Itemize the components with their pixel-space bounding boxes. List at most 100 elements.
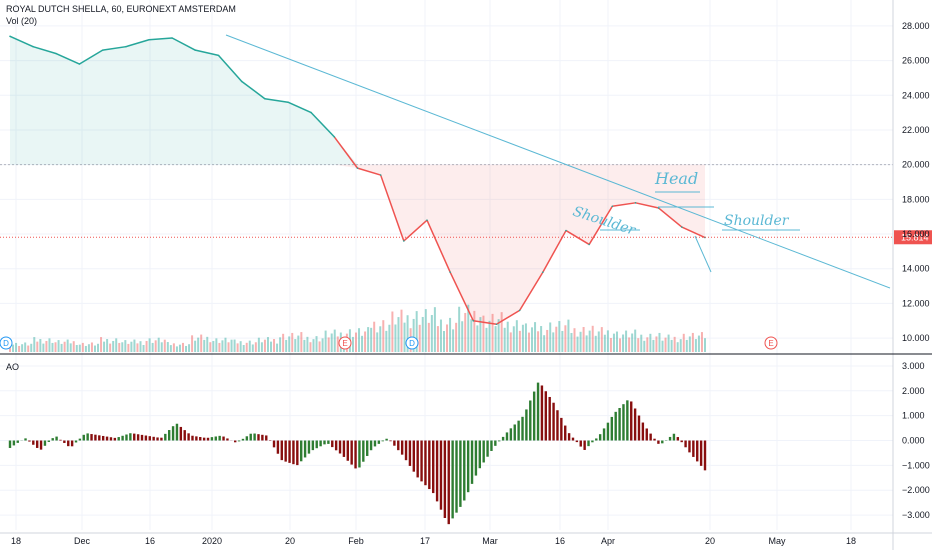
dividend-marker[interactable]: D	[406, 337, 418, 349]
symbol-title: ROYAL DUTCH SHELLA, 60, EURONEXT AMSTERD…	[6, 4, 236, 14]
volume-bar	[519, 331, 521, 352]
volume-bar	[540, 326, 542, 352]
ao-bar	[24, 438, 26, 440]
volume-bar	[270, 342, 272, 352]
volume-bar	[212, 341, 214, 352]
volume-bar	[334, 330, 336, 352]
projection-segment	[695, 236, 711, 272]
volume-bar	[179, 345, 181, 352]
volume-bar	[106, 339, 108, 352]
ao-bar	[366, 441, 368, 456]
volume-bar	[209, 342, 211, 352]
volume-bar	[64, 342, 66, 352]
volume-bar	[625, 331, 627, 352]
price-area-above	[10, 36, 705, 164]
volume-bar	[683, 334, 685, 352]
volume-bar	[319, 341, 321, 352]
ao-bar	[580, 441, 582, 447]
volume-bar	[382, 320, 384, 352]
annotation-right-shoulder: Shoulder	[724, 213, 790, 229]
price-point	[56, 53, 58, 55]
time-tick-label: 2020	[202, 536, 222, 546]
volume-bar	[449, 318, 451, 352]
ao-bar	[246, 436, 248, 440]
volume-bar	[446, 324, 448, 352]
volume-bar	[173, 343, 175, 352]
ao-bar	[71, 441, 73, 447]
price-point	[449, 271, 451, 273]
ao-bar	[75, 441, 77, 443]
volume-bar	[404, 323, 406, 352]
volume-bar	[67, 340, 69, 352]
ao-bar	[207, 438, 209, 441]
volume-bar	[510, 332, 512, 352]
volume-bar	[525, 323, 527, 352]
ao-tick-label: 1.000	[902, 411, 925, 421]
volume-bar	[39, 339, 41, 352]
ao-bar	[308, 441, 310, 454]
volume-bar	[182, 343, 184, 352]
volume-bar	[79, 345, 81, 352]
ao-bar	[704, 441, 706, 471]
ao-bar	[673, 434, 675, 441]
price-tick-label: 22.000	[902, 125, 930, 135]
marker-label: E	[768, 339, 773, 348]
ao-bar	[125, 435, 127, 441]
ao-bar	[83, 435, 85, 441]
price-point	[403, 240, 405, 242]
volume-bar	[203, 340, 205, 352]
volume-bar	[82, 343, 84, 352]
ao-bar	[583, 441, 585, 450]
ao-bar	[114, 438, 116, 441]
volume-bar	[598, 331, 600, 352]
earnings-marker[interactable]: E	[765, 337, 777, 349]
volume-bar	[677, 342, 679, 352]
volume-bar	[558, 321, 560, 352]
ao-bar	[36, 441, 38, 448]
time-tick-label: Apr	[601, 536, 615, 546]
volume-bar	[185, 346, 187, 352]
dividend-marker[interactable]: D	[0, 337, 12, 349]
volume-bar	[665, 338, 667, 352]
ao-bar	[300, 441, 302, 462]
volume-bar	[45, 341, 47, 352]
ao-bar	[393, 441, 395, 446]
volume-bar	[331, 334, 333, 352]
earnings-marker[interactable]: E	[339, 337, 351, 349]
ao-bar	[514, 424, 516, 440]
volume-bar	[589, 331, 591, 352]
price-point	[542, 271, 544, 273]
volume-bar	[455, 323, 457, 352]
price-point	[125, 46, 127, 48]
ao-bar	[475, 441, 477, 476]
ao-bar	[141, 435, 143, 441]
volume-bar	[109, 344, 111, 352]
volume-bar	[352, 337, 354, 352]
ao-bar	[382, 441, 384, 442]
volume-bar	[161, 342, 163, 352]
volume-bar	[674, 337, 676, 352]
ao-bar	[486, 441, 488, 457]
ao-bar	[281, 441, 283, 461]
volume-bar	[279, 337, 281, 352]
ao-bar	[700, 441, 702, 466]
volume-bar	[689, 336, 691, 352]
volume-bar	[51, 343, 53, 352]
volume-bar	[158, 338, 160, 352]
volume-bar	[224, 338, 226, 352]
volume-bar	[215, 338, 217, 352]
ao-bar	[525, 409, 527, 440]
ao-bar	[436, 441, 438, 502]
ao-bar	[614, 412, 616, 441]
ao-bar	[156, 437, 158, 440]
ao-bar	[250, 434, 252, 441]
ao-bar	[160, 438, 162, 441]
ao-bar	[110, 437, 112, 440]
volume-bar	[234, 340, 236, 352]
volume-bar	[133, 340, 135, 352]
volume-bar	[637, 338, 639, 352]
volume-bar	[577, 337, 579, 352]
ao-bar	[374, 441, 376, 447]
ao-bar	[358, 441, 360, 468]
